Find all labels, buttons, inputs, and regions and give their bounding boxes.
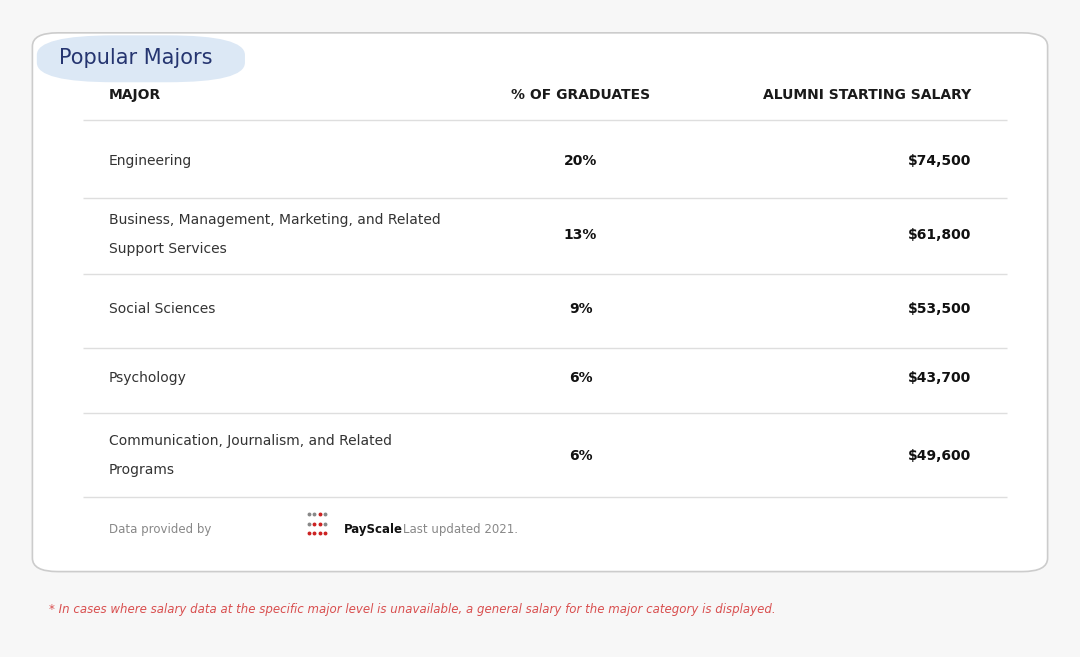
Text: 13%: 13% bbox=[564, 228, 597, 242]
Text: 6%: 6% bbox=[569, 371, 593, 384]
Text: Popular Majors: Popular Majors bbox=[59, 48, 213, 68]
Text: Engineering: Engineering bbox=[108, 154, 192, 168]
Text: $53,500: $53,500 bbox=[908, 302, 972, 316]
Text: ALUMNI STARTING SALARY: ALUMNI STARTING SALARY bbox=[764, 88, 972, 102]
Text: Psychology: Psychology bbox=[108, 371, 187, 384]
Text: 20%: 20% bbox=[564, 154, 597, 168]
Text: 6%: 6% bbox=[569, 449, 593, 463]
Text: Communication, Journalism, and Related: Communication, Journalism, and Related bbox=[108, 434, 392, 448]
Text: Social Sciences: Social Sciences bbox=[108, 302, 215, 316]
Text: 9%: 9% bbox=[569, 302, 593, 316]
Text: * In cases where salary data at the specific major level is unavailable, a gener: * In cases where salary data at the spec… bbox=[49, 603, 775, 616]
Text: Data provided by: Data provided by bbox=[108, 523, 211, 536]
Text: $74,500: $74,500 bbox=[908, 154, 972, 168]
Text: Last updated 2021.: Last updated 2021. bbox=[403, 523, 518, 536]
Text: Support Services: Support Services bbox=[108, 242, 227, 256]
Text: % OF GRADUATES: % OF GRADUATES bbox=[511, 88, 650, 102]
Text: $43,700: $43,700 bbox=[908, 371, 972, 384]
Text: $49,600: $49,600 bbox=[908, 449, 972, 463]
FancyBboxPatch shape bbox=[37, 35, 245, 82]
Text: Programs: Programs bbox=[108, 463, 175, 477]
FancyBboxPatch shape bbox=[32, 33, 1048, 572]
Text: Business, Management, Marketing, and Related: Business, Management, Marketing, and Rel… bbox=[108, 214, 441, 227]
Text: $61,800: $61,800 bbox=[908, 228, 972, 242]
Text: MAJOR: MAJOR bbox=[108, 88, 161, 102]
Text: PayScale: PayScale bbox=[345, 523, 403, 536]
